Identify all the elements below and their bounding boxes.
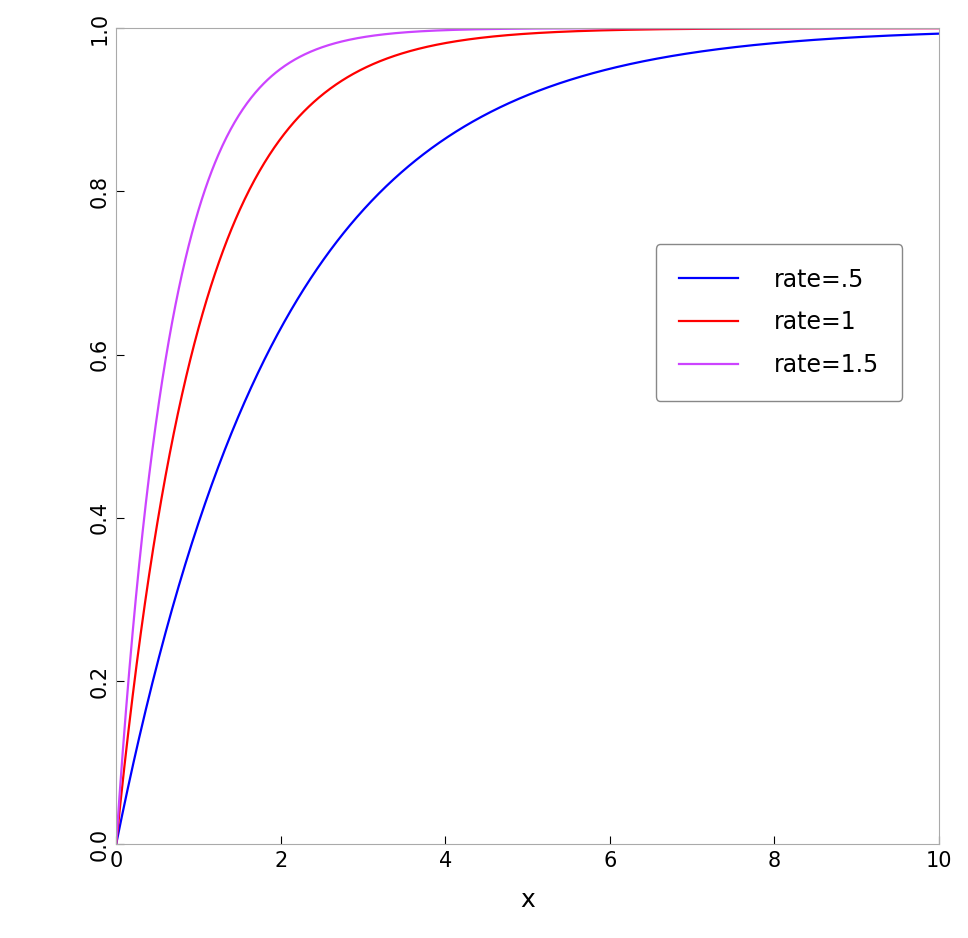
rate=1.5 <box>933 23 945 34</box>
rate=1.5 <box>752 23 764 34</box>
rate=1.5 <box>110 839 122 850</box>
rate=.5 <box>767 38 778 49</box>
X-axis label: x: x <box>520 887 535 912</box>
rate=1 <box>443 37 455 48</box>
rate=.5 <box>110 839 122 850</box>
rate=1.5 <box>676 23 687 34</box>
rate=1 <box>752 23 764 34</box>
rate=1.5 <box>195 199 206 210</box>
rate=1.5 <box>472 23 484 35</box>
rate=.5 <box>443 130 455 142</box>
rate=1 <box>195 316 206 327</box>
rate=.5 <box>933 28 945 39</box>
Line: rate=1: rate=1 <box>116 28 939 844</box>
rate=.5 <box>472 113 484 124</box>
rate=.5 <box>752 39 764 51</box>
rate=1 <box>472 33 484 44</box>
rate=1 <box>676 23 687 35</box>
rate=1 <box>110 839 122 850</box>
rate=1.5 <box>767 23 778 34</box>
Line: rate=.5: rate=.5 <box>116 34 939 844</box>
rate=.5 <box>676 49 687 60</box>
Legend: rate=.5, rate=1, rate=1.5: rate=.5, rate=1, rate=1.5 <box>655 244 902 401</box>
Line: rate=1.5: rate=1.5 <box>116 28 939 844</box>
rate=.5 <box>195 512 206 523</box>
rate=1 <box>767 23 778 34</box>
rate=1 <box>933 23 945 34</box>
rate=1.5 <box>443 24 455 36</box>
